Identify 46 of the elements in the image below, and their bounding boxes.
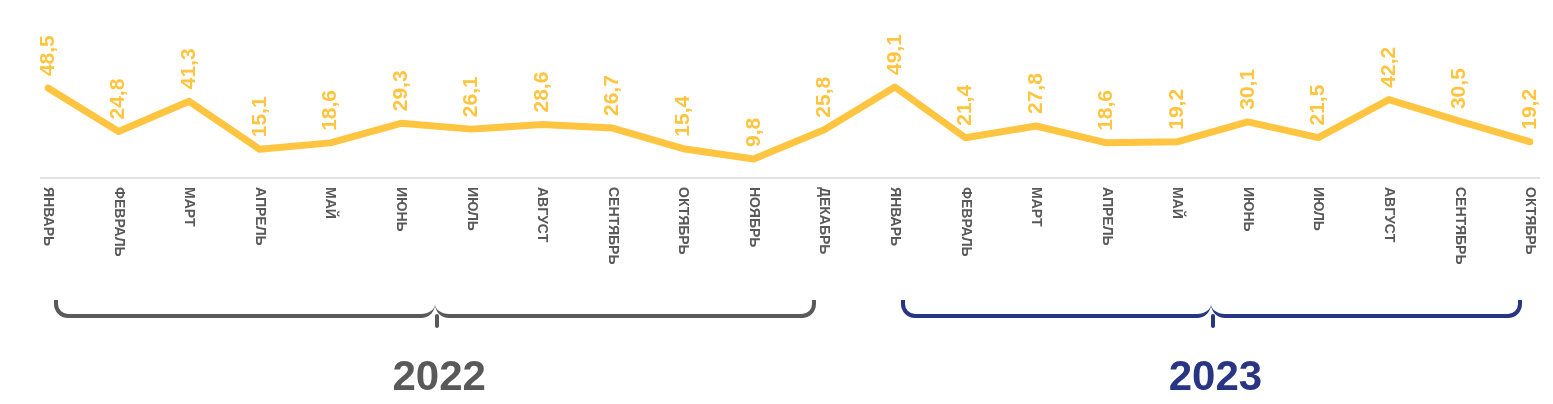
data-label: 28,6 <box>528 71 552 113</box>
x-tick-label: АВГУСТ <box>535 187 552 243</box>
x-tick-label: ФЕВРАЛЬ <box>958 187 975 257</box>
data-label: 9,8 <box>740 117 764 147</box>
data-label: 19,2 <box>1516 88 1540 130</box>
text: 2023 <box>1168 352 1263 399</box>
x-tick-label: ДЕКАБРЬ <box>817 187 834 255</box>
x-tick-label: ИЮНЬ <box>394 187 410 232</box>
data-label: 41,3 <box>175 48 199 90</box>
x-tick-label: АПРЕЛЬ <box>252 187 269 246</box>
data-label: 42,2 <box>1375 46 1399 88</box>
data-label: 30,1 <box>1234 68 1258 110</box>
data-label: 21,4 <box>952 84 976 126</box>
x-tick-label: МАРТ <box>1029 187 1046 227</box>
data-label: 29,3 <box>387 70 411 112</box>
x-tick-label: ИЮЛЬ <box>1311 187 1328 231</box>
data-label: 19,2 <box>1163 88 1187 130</box>
x-tick-label: ИЮНЬ <box>1240 187 1257 232</box>
data-label: 27,8 <box>1022 72 1046 115</box>
x-tick-label: ЯНВАРЬ <box>888 187 904 247</box>
text: 2022 <box>392 352 486 399</box>
data-label: 18,6 <box>1093 89 1117 131</box>
data-label: 25,8 <box>811 76 835 118</box>
x-tick-label: МАЙ <box>323 187 341 219</box>
data-label: 15,1 <box>246 96 270 138</box>
x-tick-label: ЯНВАРЬ <box>41 187 58 247</box>
x-tick-label: СЕНТЯБРЬ <box>1452 187 1469 265</box>
x-tick-label: НОЯБРЬ <box>746 187 763 248</box>
x-tick-label: МАРТ <box>182 187 199 227</box>
x-tick-label: АПРЕЛЬ <box>1099 187 1116 246</box>
data-label: 30,5 <box>1446 67 1470 110</box>
x-tick-label: ФЕВРАЛЬ <box>111 187 128 257</box>
data-label: 48,5 <box>34 34 58 77</box>
x-tick-label: ОКТЯБРЬ <box>1523 187 1540 255</box>
x-tick-label: СЕНТЯБРЬ <box>605 187 622 265</box>
data-label: 15,4 <box>669 95 693 137</box>
x-tick-label: АВГУСТ <box>1382 187 1398 243</box>
x-tick-label: ОКТЯБРЬ <box>676 187 693 255</box>
data-label: 18,6 <box>317 89 341 131</box>
x-tick-label: МАЙ <box>1170 187 1188 219</box>
x-tick-label: ИЮЛЬ <box>464 187 481 231</box>
data-label: 26,1 <box>458 75 482 118</box>
data-label: 26,7 <box>599 75 623 117</box>
data-label: 49,1 <box>881 33 905 75</box>
data-label: 24,8 <box>105 78 129 120</box>
data-label: 21,5 <box>1305 84 1329 126</box>
